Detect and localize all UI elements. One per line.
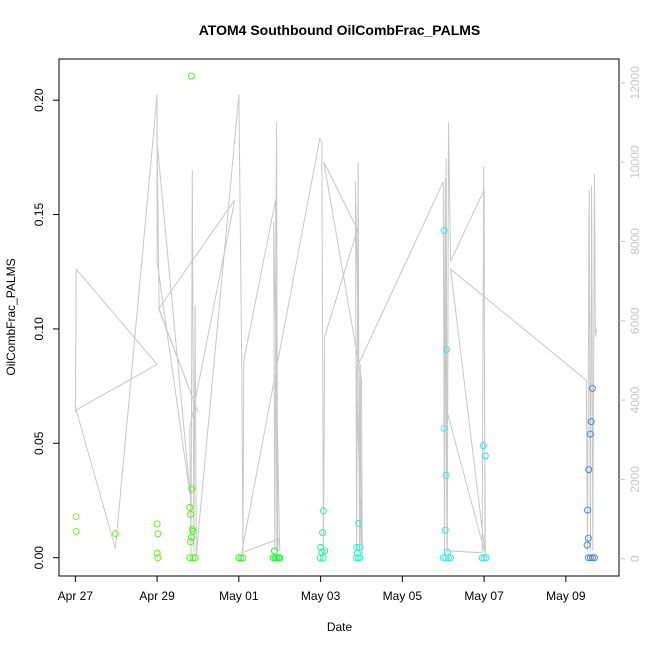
data-point — [319, 554, 327, 562]
data-point — [237, 554, 245, 562]
data-point — [583, 541, 591, 549]
y2-series-line — [74, 94, 597, 555]
data-point — [276, 554, 284, 562]
x-tick-label: Apr 27 — [58, 589, 94, 603]
chart-title: ATOM4 Southbound OilCombFrac_PALMS — [199, 22, 481, 38]
data-point — [186, 554, 194, 562]
data-point — [439, 554, 447, 562]
data-point — [587, 418, 595, 426]
data-point — [479, 442, 487, 450]
data-point — [480, 554, 488, 562]
data-point — [319, 529, 327, 537]
data-point — [355, 519, 363, 527]
data-point — [588, 384, 596, 392]
x-tick-label: May 09 — [546, 589, 586, 603]
data-point — [584, 534, 592, 542]
data-point — [440, 227, 448, 235]
x-tick-label: Apr 29 — [139, 589, 175, 603]
data-point — [154, 554, 162, 562]
y2-tick-label: 6000 — [628, 307, 642, 334]
data-point — [352, 554, 360, 562]
data-point — [481, 452, 489, 460]
data-point — [440, 424, 448, 432]
y-tick-label: 0.05 — [32, 431, 46, 455]
data-point — [187, 72, 195, 80]
data-point — [191, 554, 199, 562]
x-tick-label: May 03 — [301, 589, 341, 603]
data-point — [153, 520, 161, 528]
x-tick-label: May 07 — [464, 589, 504, 603]
x-axis-label: Date — [327, 620, 353, 634]
x-tick-label: May 01 — [219, 589, 259, 603]
data-point — [482, 554, 490, 562]
data-point — [239, 554, 247, 562]
y2-tick-label: 2000 — [628, 466, 642, 493]
data-point — [186, 503, 194, 511]
y-axis-label: OilCombFrac_PALMS — [4, 258, 18, 375]
data-point — [588, 554, 596, 562]
data-point — [189, 554, 197, 562]
data-point — [270, 547, 278, 555]
y-tick-label: 0.15 — [32, 203, 46, 227]
y2-tick-label: 4000 — [628, 386, 642, 413]
data-point — [442, 471, 450, 479]
data-point — [441, 526, 449, 534]
data-point — [188, 485, 196, 493]
data-point — [442, 554, 450, 562]
data-point — [319, 507, 327, 515]
data-point — [356, 554, 364, 562]
data-point — [111, 530, 119, 538]
y2-tick-label: 0 — [628, 555, 642, 562]
data-point — [153, 549, 161, 557]
data-point — [235, 554, 243, 562]
x-axis: Apr 27 Apr 29 May 01 May 03 May 05 May 07 May … — [58, 576, 586, 603]
data-point — [317, 543, 325, 551]
data-point — [187, 533, 195, 541]
data-point — [586, 554, 594, 562]
data-point — [187, 538, 195, 546]
x-tick-label: May 05 — [383, 589, 423, 603]
y2-axis: 0 2000 4000 6000 8000 10000 12000 — [619, 66, 642, 562]
data-point — [447, 554, 455, 562]
y2-tick-label: 10000 — [628, 145, 642, 179]
data-point — [72, 527, 80, 535]
plot-frame — [58, 58, 620, 577]
y2-tick-label: 8000 — [628, 228, 642, 255]
data-point — [321, 547, 329, 555]
data-point — [154, 530, 162, 538]
y2-tick-label: 12000 — [628, 66, 642, 100]
data-point — [445, 554, 453, 562]
data-point — [586, 430, 594, 438]
data-point — [316, 554, 324, 562]
data-point — [585, 466, 593, 474]
data-point — [590, 554, 598, 562]
data-point — [187, 510, 195, 518]
y2-series-lines — [74, 94, 597, 555]
y-tick-label: 0.00 — [32, 546, 46, 570]
y-tick-label: 0.10 — [32, 317, 46, 341]
data-point — [72, 513, 80, 521]
data-point — [584, 506, 592, 514]
y-tick-label: 0.20 — [32, 88, 46, 112]
data-point — [478, 554, 486, 562]
data-point — [269, 554, 277, 562]
scatter-points — [72, 72, 598, 562]
y-axis: 0.00 0.05 0.10 0.15 0.20 — [32, 88, 59, 569]
data-point — [443, 346, 451, 354]
